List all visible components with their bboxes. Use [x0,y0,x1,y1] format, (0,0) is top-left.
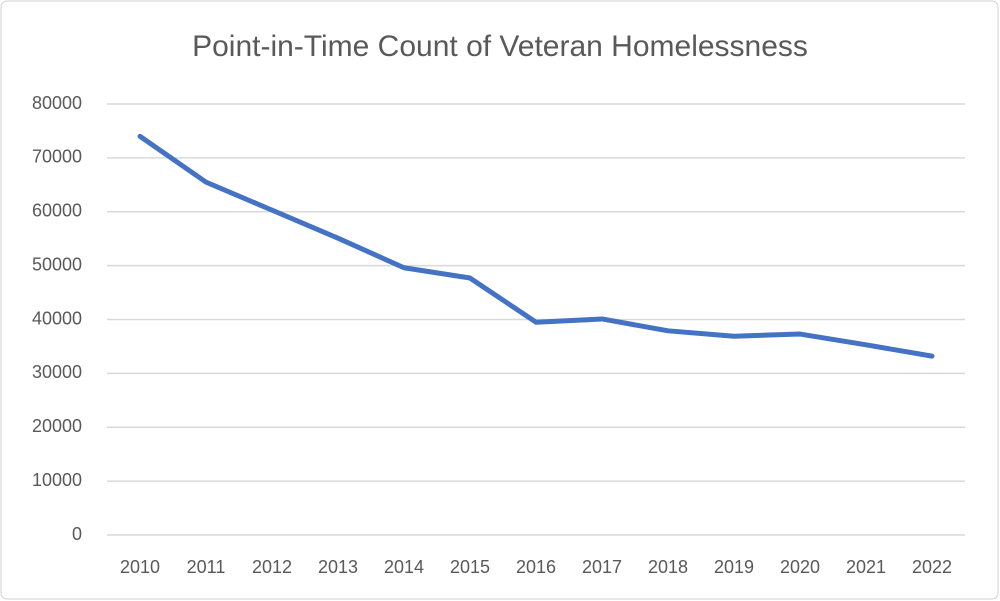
x-tick-label: 2010 [120,557,160,577]
x-tick-label: 2019 [714,557,754,577]
y-tick-label: 10000 [32,470,82,490]
x-tick-label: 2020 [780,557,820,577]
y-tick-label: 20000 [32,416,82,436]
y-tick-label: 0 [72,524,82,544]
x-tick-label: 2012 [252,557,292,577]
x-tick-label: 2016 [516,557,556,577]
x-tick-label: 2018 [648,557,688,577]
data-line [137,133,935,359]
x-tick-label: 2011 [187,557,226,577]
x-tick-label: 2013 [318,557,358,577]
y-tick-label: 30000 [32,362,82,382]
x-tick-label: 2014 [384,557,424,577]
y-tick-label: 70000 [32,147,82,167]
x-tick-label: 2021 [846,557,886,577]
y-tick-label: 60000 [32,201,82,221]
chart-title: Point-in-Time Count of Veteran Homelessn… [192,30,808,63]
x-tick-label: 2015 [450,557,490,577]
y-tick-label: 50000 [32,254,82,274]
y-tick-label: 40000 [32,308,82,328]
x-tick-label: 2022 [912,557,952,577]
x-tick-label: 2017 [582,557,622,577]
y-tick-label: 80000 [32,93,82,113]
